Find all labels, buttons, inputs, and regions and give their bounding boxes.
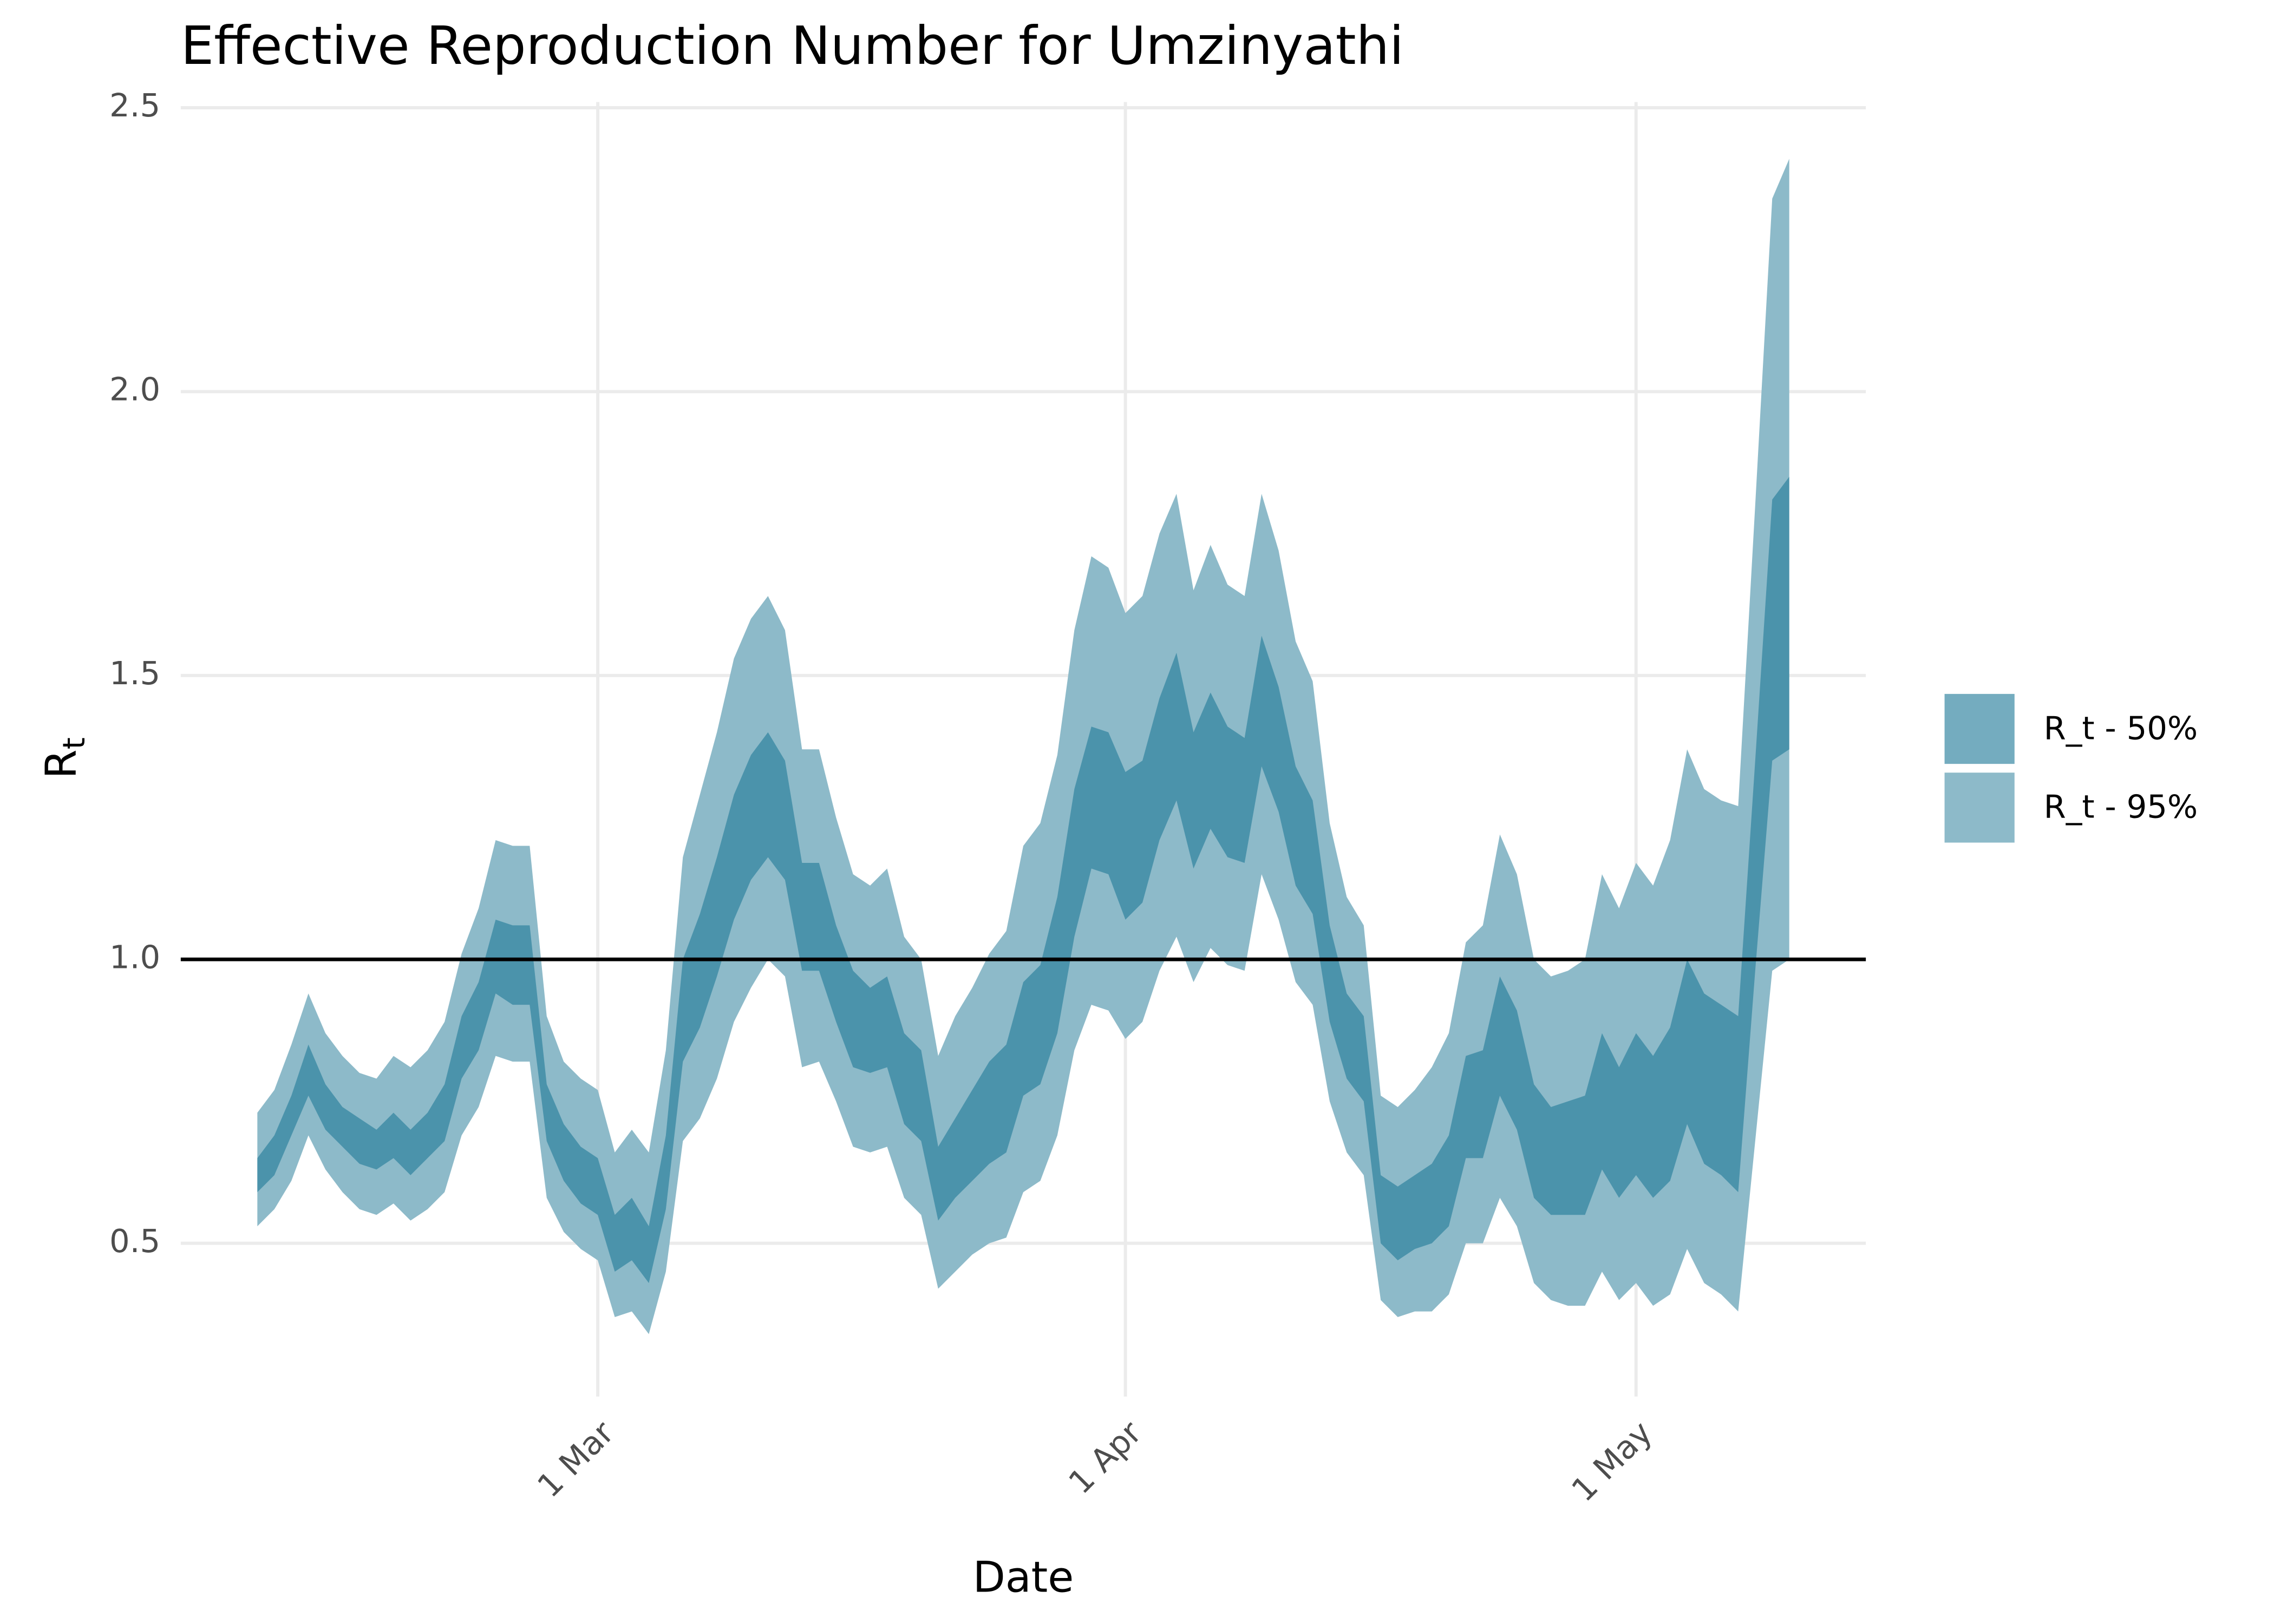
- y-axis-title-sub: t: [57, 737, 92, 749]
- chart-title: Effective Reproduction Number for Umziny…: [181, 15, 1404, 76]
- y-tick-label: 2.0: [109, 371, 160, 408]
- y-axis-title: Rt: [37, 737, 92, 778]
- x-tick-label: 1 Apr: [1061, 1413, 1149, 1501]
- y-tick-label: 0.5: [109, 1222, 160, 1260]
- x-tick-label: 1 May: [1564, 1414, 1659, 1509]
- legend-label: R_t - 95%: [2044, 788, 2198, 826]
- legend-label: R_t - 50%: [2044, 709, 2198, 746]
- x-tick-label: 1 Mar: [530, 1413, 621, 1504]
- ribbon-band: [257, 159, 1789, 1334]
- y-tick-label: 2.5: [109, 87, 160, 124]
- y-tick-label: 1.0: [109, 938, 160, 975]
- y-axis-title-main: R: [37, 749, 86, 778]
- legend-key: [1944, 693, 2015, 764]
- y-tick-label: 1.5: [109, 654, 160, 692]
- legend-key: [1944, 772, 2015, 843]
- x-axis-title: Date: [973, 1554, 1074, 1602]
